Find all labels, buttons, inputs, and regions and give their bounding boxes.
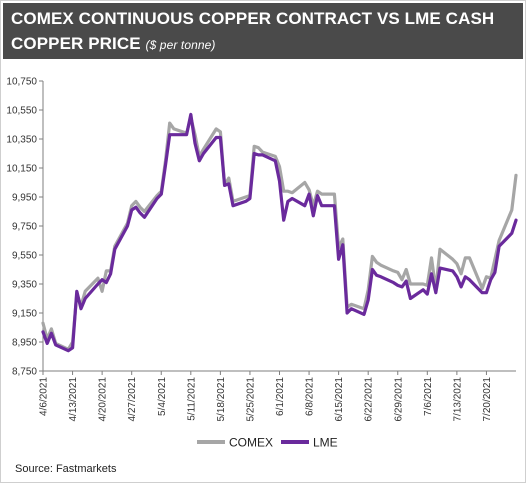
y-tick-label: 9,150 — [12, 309, 37, 320]
x-tick-label: 7/6/2021 — [423, 377, 434, 416]
x-tick-label: 6/29/2021 — [393, 377, 404, 422]
x-tick-label: 4/13/2021 — [68, 377, 79, 422]
x-tick-label: 4/6/2021 — [39, 377, 50, 416]
legend-label-lme: LME — [313, 436, 338, 450]
chart-title-line-2-text: COPPER PRICE — [11, 34, 141, 53]
x-tick-label: 4/20/2021 — [98, 377, 109, 422]
series-line-lme — [41, 112, 518, 353]
y-tick-label: 8,950 — [12, 338, 37, 349]
y-tick-label: 10,550 — [6, 106, 37, 117]
x-tick-label: 6/8/2021 — [305, 377, 316, 416]
x-tick-label: 6/15/2021 — [334, 377, 345, 422]
y-tick-label: 10,750 — [6, 77, 37, 88]
x-tick-label: 7/20/2021 — [482, 377, 493, 422]
chart-title-line-1: COMEX CONTINUOUS COPPER CONTRACT VS LME … — [11, 9, 495, 28]
x-tick-label: 6/1/2021 — [275, 377, 286, 416]
x-tick-label: 5/25/2021 — [245, 377, 256, 422]
y-tick-label: 9,750 — [12, 222, 37, 233]
x-tick-label: 5/4/2021 — [157, 377, 168, 416]
chart-subtitle: ($ per tonne) — [145, 38, 216, 52]
x-tick-label: 5/18/2021 — [216, 377, 227, 422]
y-tick-label: 9,950 — [12, 193, 37, 204]
line-chart: 8,750 8,950 9,150 9,350 9,550 9,750 9,950 10,15… — [6, 77, 518, 450]
y-tick-label: 9,550 — [12, 251, 37, 262]
source-note: Source: Fastmarkets — [15, 463, 117, 475]
y-tick-label: 10,350 — [6, 135, 37, 146]
x-tick-label: 5/11/2021 — [186, 377, 197, 421]
y-tick-label: 10,150 — [6, 164, 37, 175]
y-tick-label: 8,750 — [12, 367, 37, 378]
legend-label-comex: COMEX — [229, 436, 273, 450]
x-tick-label: 4/27/2021 — [127, 377, 138, 422]
x-tick-label: 7/13/2021 — [452, 377, 463, 422]
chart-title-line-2: COPPER PRICE ($ per tonne) — [11, 34, 216, 54]
series-line-comex — [41, 115, 518, 351]
y-tick-label: 9,350 — [12, 280, 37, 291]
x-tick-label: 6/22/2021 — [364, 377, 375, 422]
chart-header: COMEX CONTINUOUS COPPER CONTRACT VS LME … — [3, 3, 523, 59]
